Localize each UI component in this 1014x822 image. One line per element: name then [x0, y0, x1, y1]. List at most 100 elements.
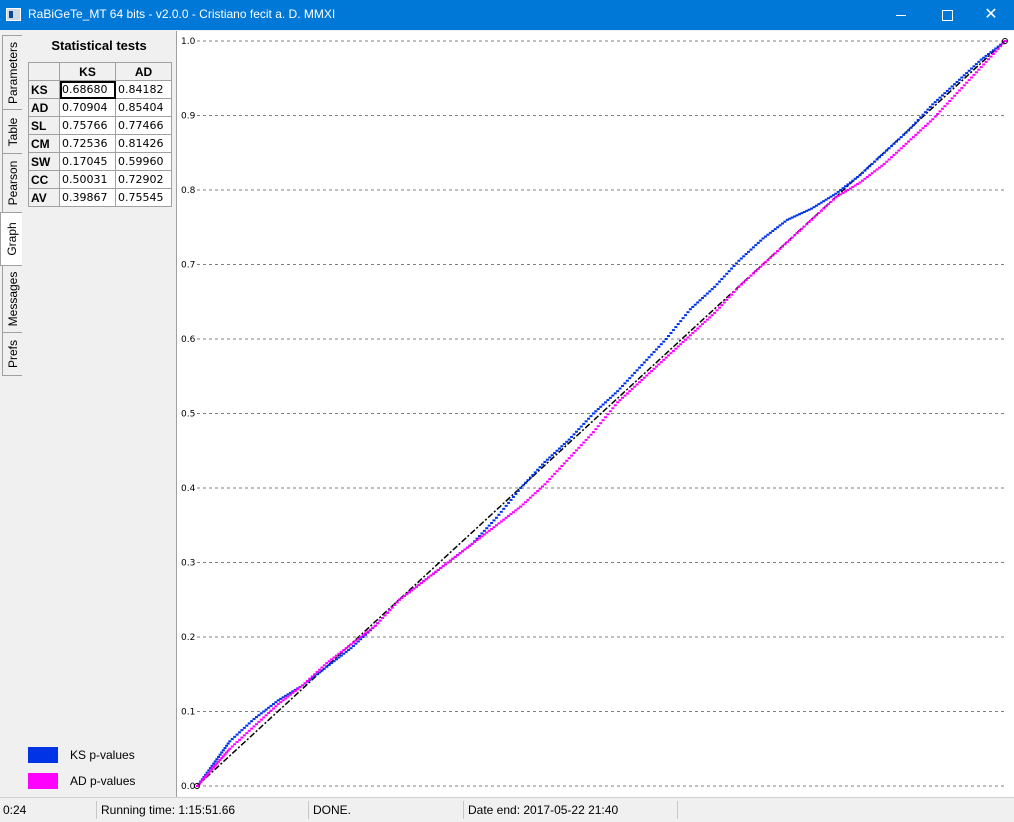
data-point-ad [417, 583, 421, 586]
data-point-ks [205, 771, 209, 774]
table-cell[interactable]: 0.84182 [115, 80, 172, 99]
data-point-ad [827, 203, 831, 206]
table-cell[interactable]: 0.39867 [59, 188, 116, 207]
data-point-ks [625, 379, 629, 382]
data-point-ad [368, 628, 372, 631]
data-point-ad [545, 480, 549, 483]
data-point-ks [771, 229, 775, 232]
data-point-ks [550, 454, 554, 457]
data-point-ad [749, 274, 753, 277]
table-cell[interactable]: 0.70904 [59, 98, 116, 117]
data-point-ad [504, 516, 508, 519]
data-point-ks [247, 722, 251, 725]
data-point-ad [807, 221, 811, 224]
data-point-ad [284, 697, 288, 700]
data-point-ad [560, 465, 564, 468]
table-cell[interactable]: 0.59960 [115, 152, 172, 171]
close-button[interactable]: ✕ [968, 0, 1014, 30]
table-cell[interactable]: 0.77466 [115, 116, 172, 135]
tab-messages[interactable]: Messages [2, 265, 22, 333]
data-point-ad [982, 63, 986, 66]
data-point-ks [793, 215, 797, 218]
data-point-ad [538, 487, 542, 490]
table-cell[interactable]: 0.75545 [115, 188, 172, 207]
data-point-ad [514, 509, 518, 512]
tab-table[interactable]: Table [2, 109, 22, 154]
data-point-ad [485, 531, 489, 534]
origin-marker [194, 783, 200, 789]
tab-parameters[interactable]: Parameters [2, 35, 22, 110]
data-point-ad [948, 99, 952, 102]
y-tick-label: 0.8 [181, 186, 196, 196]
table-cell[interactable]: 0.17045 [59, 152, 116, 171]
data-point-ks [281, 696, 285, 699]
data-point-ks [945, 89, 949, 92]
maximize-button[interactable] [924, 0, 970, 30]
data-point-ks [705, 292, 709, 295]
data-point-ks [851, 179, 855, 182]
data-point-ad [616, 401, 620, 404]
data-point-ad [974, 71, 978, 74]
data-point-ks [965, 72, 969, 75]
data-point-ks [960, 76, 964, 79]
data-point-ks [715, 283, 719, 286]
data-point-ad [991, 53, 995, 56]
data-point-ad [388, 609, 392, 612]
data-point-ks [720, 278, 724, 281]
data-point-ad [877, 166, 881, 169]
data-point-ks [788, 217, 792, 220]
data-point-ad [873, 170, 877, 173]
data-point-ks [650, 353, 654, 356]
data-point-ad [691, 332, 695, 335]
data-point-ks [310, 676, 314, 679]
tab-graph[interactable]: Graph [0, 212, 23, 266]
data-point-ks [996, 45, 1000, 48]
data-point-ad [361, 634, 365, 637]
table-cell[interactable]: 0.81426 [115, 134, 172, 153]
data-point-ad [606, 413, 610, 416]
data-point-ad [928, 120, 932, 123]
data-point-ad [710, 314, 714, 317]
data-point-ad [310, 675, 314, 678]
data-point-ad [625, 392, 629, 395]
window-title: RaBiGeTe_MT 64 bits - v2.0.0 - Cristiano… [28, 7, 336, 21]
data-point-ks [217, 755, 221, 758]
data-point-ks [749, 248, 753, 251]
data-point-ks [817, 203, 821, 206]
tab-prefs[interactable]: Prefs [2, 332, 22, 376]
data-point-ks [313, 675, 317, 678]
table-row: CM 0.72536 0.81426 [28, 134, 172, 153]
data-point-ks [499, 510, 503, 513]
data-point-ks [882, 151, 886, 154]
data-point-ks [938, 96, 942, 99]
data-point-ad [497, 522, 501, 525]
data-point-ad [220, 757, 224, 760]
data-point-ad [259, 718, 263, 721]
app-icon[interactable] [6, 8, 21, 21]
table-cell[interactable]: 0.68680 [59, 80, 116, 99]
data-point-ks [245, 724, 249, 727]
data-point-ad [979, 66, 983, 69]
data-point-ks [698, 299, 702, 302]
data-point-ks [732, 264, 736, 267]
data-point-ks [970, 67, 974, 70]
table-cell[interactable]: 0.72902 [115, 170, 172, 189]
data-point-ks [315, 673, 319, 676]
data-point-ks [640, 364, 644, 367]
data-point-ks [497, 513, 501, 516]
table-cell[interactable]: 0.50031 [59, 170, 116, 189]
tab-pearson[interactable]: Pearson [2, 153, 22, 213]
data-point-ks [322, 667, 326, 670]
table-cell[interactable]: 0.75766 [59, 116, 116, 135]
data-point-ad [989, 55, 993, 58]
data-point-ks [606, 399, 610, 402]
data-point-ad [439, 567, 443, 570]
data-point-ad [422, 580, 426, 583]
minimize-button[interactable] [878, 0, 924, 30]
data-point-ad [892, 153, 896, 156]
table-cell[interactable]: 0.72536 [59, 134, 116, 153]
data-point-ks [359, 638, 363, 641]
data-point-ks [574, 430, 578, 433]
data-point-ad [225, 751, 229, 754]
table-cell[interactable]: 0.85404 [115, 98, 172, 117]
